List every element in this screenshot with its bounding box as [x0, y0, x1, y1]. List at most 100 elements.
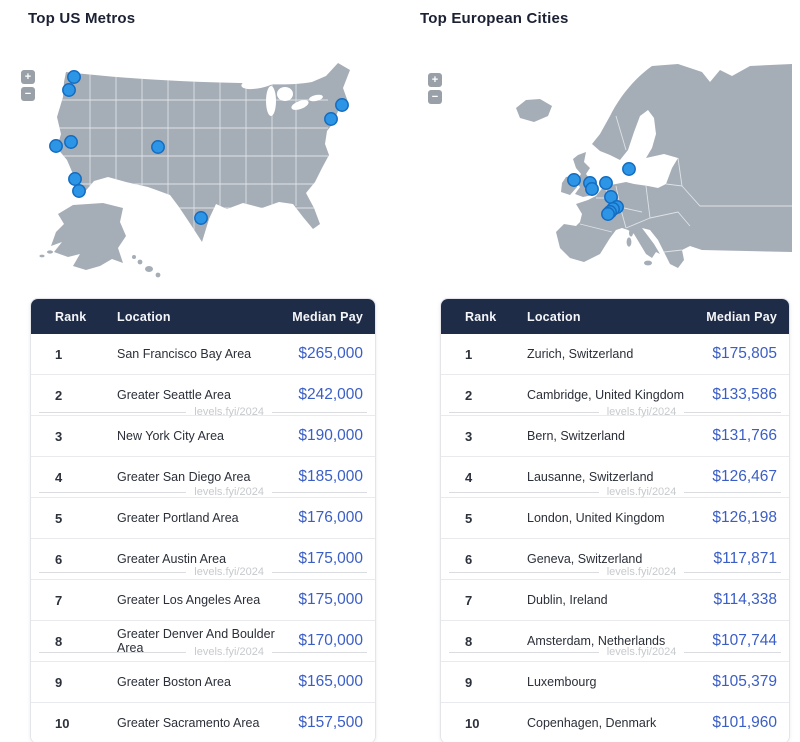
- table-row: 8 Greater Denver And Boulder Area $170,000: [31, 620, 375, 661]
- city-marker-denver[interactable]: [151, 140, 165, 154]
- table-row: 7 Dublin, Ireland $114,338: [441, 579, 789, 620]
- location-cell: New York City Area: [117, 429, 224, 443]
- median-pay-cell: $117,871: [713, 550, 778, 567]
- table-row: 4 Greater San Diego Area $185,000: [31, 456, 375, 497]
- location-cell: Lausanne, Switzerland: [527, 470, 654, 484]
- table-row: 2 Greater Seattle Area $242,000: [31, 374, 375, 415]
- location-cell: Dublin, Ireland: [527, 593, 608, 607]
- header-location: Location: [527, 309, 581, 324]
- city-marker-amsterdam[interactable]: [599, 176, 613, 190]
- median-pay-cell: $101,960: [712, 714, 777, 731]
- location-cell: Greater Portland Area: [117, 511, 239, 525]
- city-marker-san-francisco[interactable]: [49, 139, 63, 153]
- table-row: 10 Greater Sacramento Area $157,500: [31, 702, 375, 742]
- zoom-out-button[interactable]: −: [428, 90, 442, 104]
- rank-cell: 3: [55, 428, 63, 444]
- median-pay-cell: $185,000: [298, 468, 363, 485]
- location-cell: Luxembourg: [527, 675, 597, 689]
- rank-cell: 2: [55, 387, 63, 403]
- header-location: Location: [117, 309, 171, 324]
- median-pay-cell: $170,000: [298, 632, 363, 649]
- panel-title-us: Top US Metros: [28, 10, 136, 27]
- rank-cell: 6: [465, 551, 473, 567]
- table-row: 5 Greater Portland Area $176,000: [31, 497, 375, 538]
- table-row: 5 London, United Kingdom $126,198: [441, 497, 789, 538]
- city-marker-new-york[interactable]: [324, 112, 338, 126]
- location-cell: Greater San Diego Area: [117, 470, 251, 484]
- city-marker-san-diego[interactable]: [72, 184, 86, 198]
- rank-cell: 9: [465, 674, 473, 690]
- header-rank: Rank: [55, 309, 87, 324]
- europe-table: Rank Location Median Pay 1 Zurich, Switze…: [440, 298, 790, 742]
- table-row: 1 San Francisco Bay Area $265,000: [31, 334, 375, 374]
- table-row: 8 Amsterdam, Netherlands $107,744: [441, 620, 789, 661]
- rank-cell: 4: [465, 469, 473, 485]
- median-pay-cell: $126,198: [712, 509, 777, 526]
- rank-cell: 1: [55, 346, 63, 362]
- us-table: Rank Location Median Pay 1 San Francisco …: [30, 298, 376, 742]
- rank-cell: 5: [465, 510, 473, 526]
- header-rank: Rank: [465, 309, 497, 324]
- header-median-pay: Median Pay: [706, 309, 777, 324]
- us-map-svg: [39, 63, 350, 278]
- location-cell: Greater Boston Area: [117, 675, 231, 689]
- table-row: 7 Greater Los Angeles Area $175,000: [31, 579, 375, 620]
- europe-table-body: 1 Zurich, Switzerland $175,805 2 Cambridge, …: [441, 334, 789, 742]
- us-city-markers: [49, 70, 349, 225]
- panel-title-europe: Top European Cities: [420, 10, 569, 27]
- median-pay-cell: $157,500: [298, 714, 363, 731]
- median-pay-cell: $175,000: [298, 591, 363, 608]
- table-row: 4 Lausanne, Switzerland $126,467: [441, 456, 789, 497]
- rank-cell: 5: [55, 510, 63, 526]
- header-median-pay: Median Pay: [292, 309, 363, 324]
- rank-cell: 3: [465, 428, 473, 444]
- location-cell: Amsterdam, Netherlands: [527, 634, 666, 648]
- rank-cell: 4: [55, 469, 63, 485]
- median-pay-cell: $107,744: [712, 632, 777, 649]
- location-cell: London, United Kingdom: [527, 511, 665, 525]
- table-row: 6 Greater Austin Area $175,000: [31, 538, 375, 579]
- europe-map-svg: [516, 64, 792, 268]
- median-pay-cell: $131,766: [712, 427, 777, 444]
- zoom-in-button[interactable]: +: [428, 73, 442, 87]
- table-row: 6 Geneva, Switzerland $117,871: [441, 538, 789, 579]
- city-marker-geneva[interactable]: [601, 207, 615, 221]
- city-marker-los-angeles[interactable]: [68, 172, 82, 186]
- location-cell: Greater Los Angeles Area: [117, 593, 261, 607]
- median-pay-cell: $265,000: [298, 345, 363, 362]
- rank-cell: 8: [465, 633, 473, 649]
- zoom-in-button[interactable]: +: [21, 70, 35, 84]
- median-pay-cell: $165,000: [298, 673, 363, 690]
- zoom-out-button[interactable]: −: [21, 87, 35, 101]
- city-marker-austin[interactable]: [194, 211, 208, 225]
- location-cell: San Francisco Bay Area: [117, 347, 252, 361]
- table-row: 2 Cambridge, United Kingdom $133,586: [441, 374, 789, 415]
- city-marker-boston[interactable]: [335, 98, 349, 112]
- city-marker-portland[interactable]: [62, 83, 76, 97]
- location-cell: Copenhagen, Denmark: [527, 716, 657, 730]
- median-pay-cell: $175,000: [298, 550, 363, 567]
- location-cell: Greater Denver And Boulder Area: [117, 627, 275, 655]
- table-row: 9 Greater Boston Area $165,000: [31, 661, 375, 702]
- table-row: 9 Luxembourg $105,379: [441, 661, 789, 702]
- location-cell: Geneva, Switzerland: [527, 552, 643, 566]
- median-pay-cell: $114,338: [713, 591, 778, 608]
- median-pay-cell: $126,467: [712, 468, 777, 485]
- city-marker-dublin[interactable]: [567, 173, 581, 187]
- location-cell: Greater Austin Area: [117, 552, 227, 566]
- europe-city-markers: [567, 162, 636, 221]
- median-pay-cell: $242,000: [298, 386, 363, 403]
- city-marker-london[interactable]: [585, 182, 599, 196]
- location-cell: Cambridge, United Kingdom: [527, 388, 685, 402]
- alaska-hawaii: [39, 203, 161, 278]
- city-marker-seattle[interactable]: [67, 70, 81, 84]
- city-marker-copenhagen[interactable]: [622, 162, 636, 176]
- city-marker-sacramento[interactable]: [64, 135, 78, 149]
- location-cell: Greater Sacramento Area: [117, 716, 260, 730]
- rank-cell: 10: [465, 715, 480, 731]
- table-row: 3 New York City Area $190,000: [31, 415, 375, 456]
- rank-cell: 6: [55, 551, 63, 567]
- us-map: + −: [21, 55, 388, 287]
- location-cell: Zurich, Switzerland: [527, 347, 634, 361]
